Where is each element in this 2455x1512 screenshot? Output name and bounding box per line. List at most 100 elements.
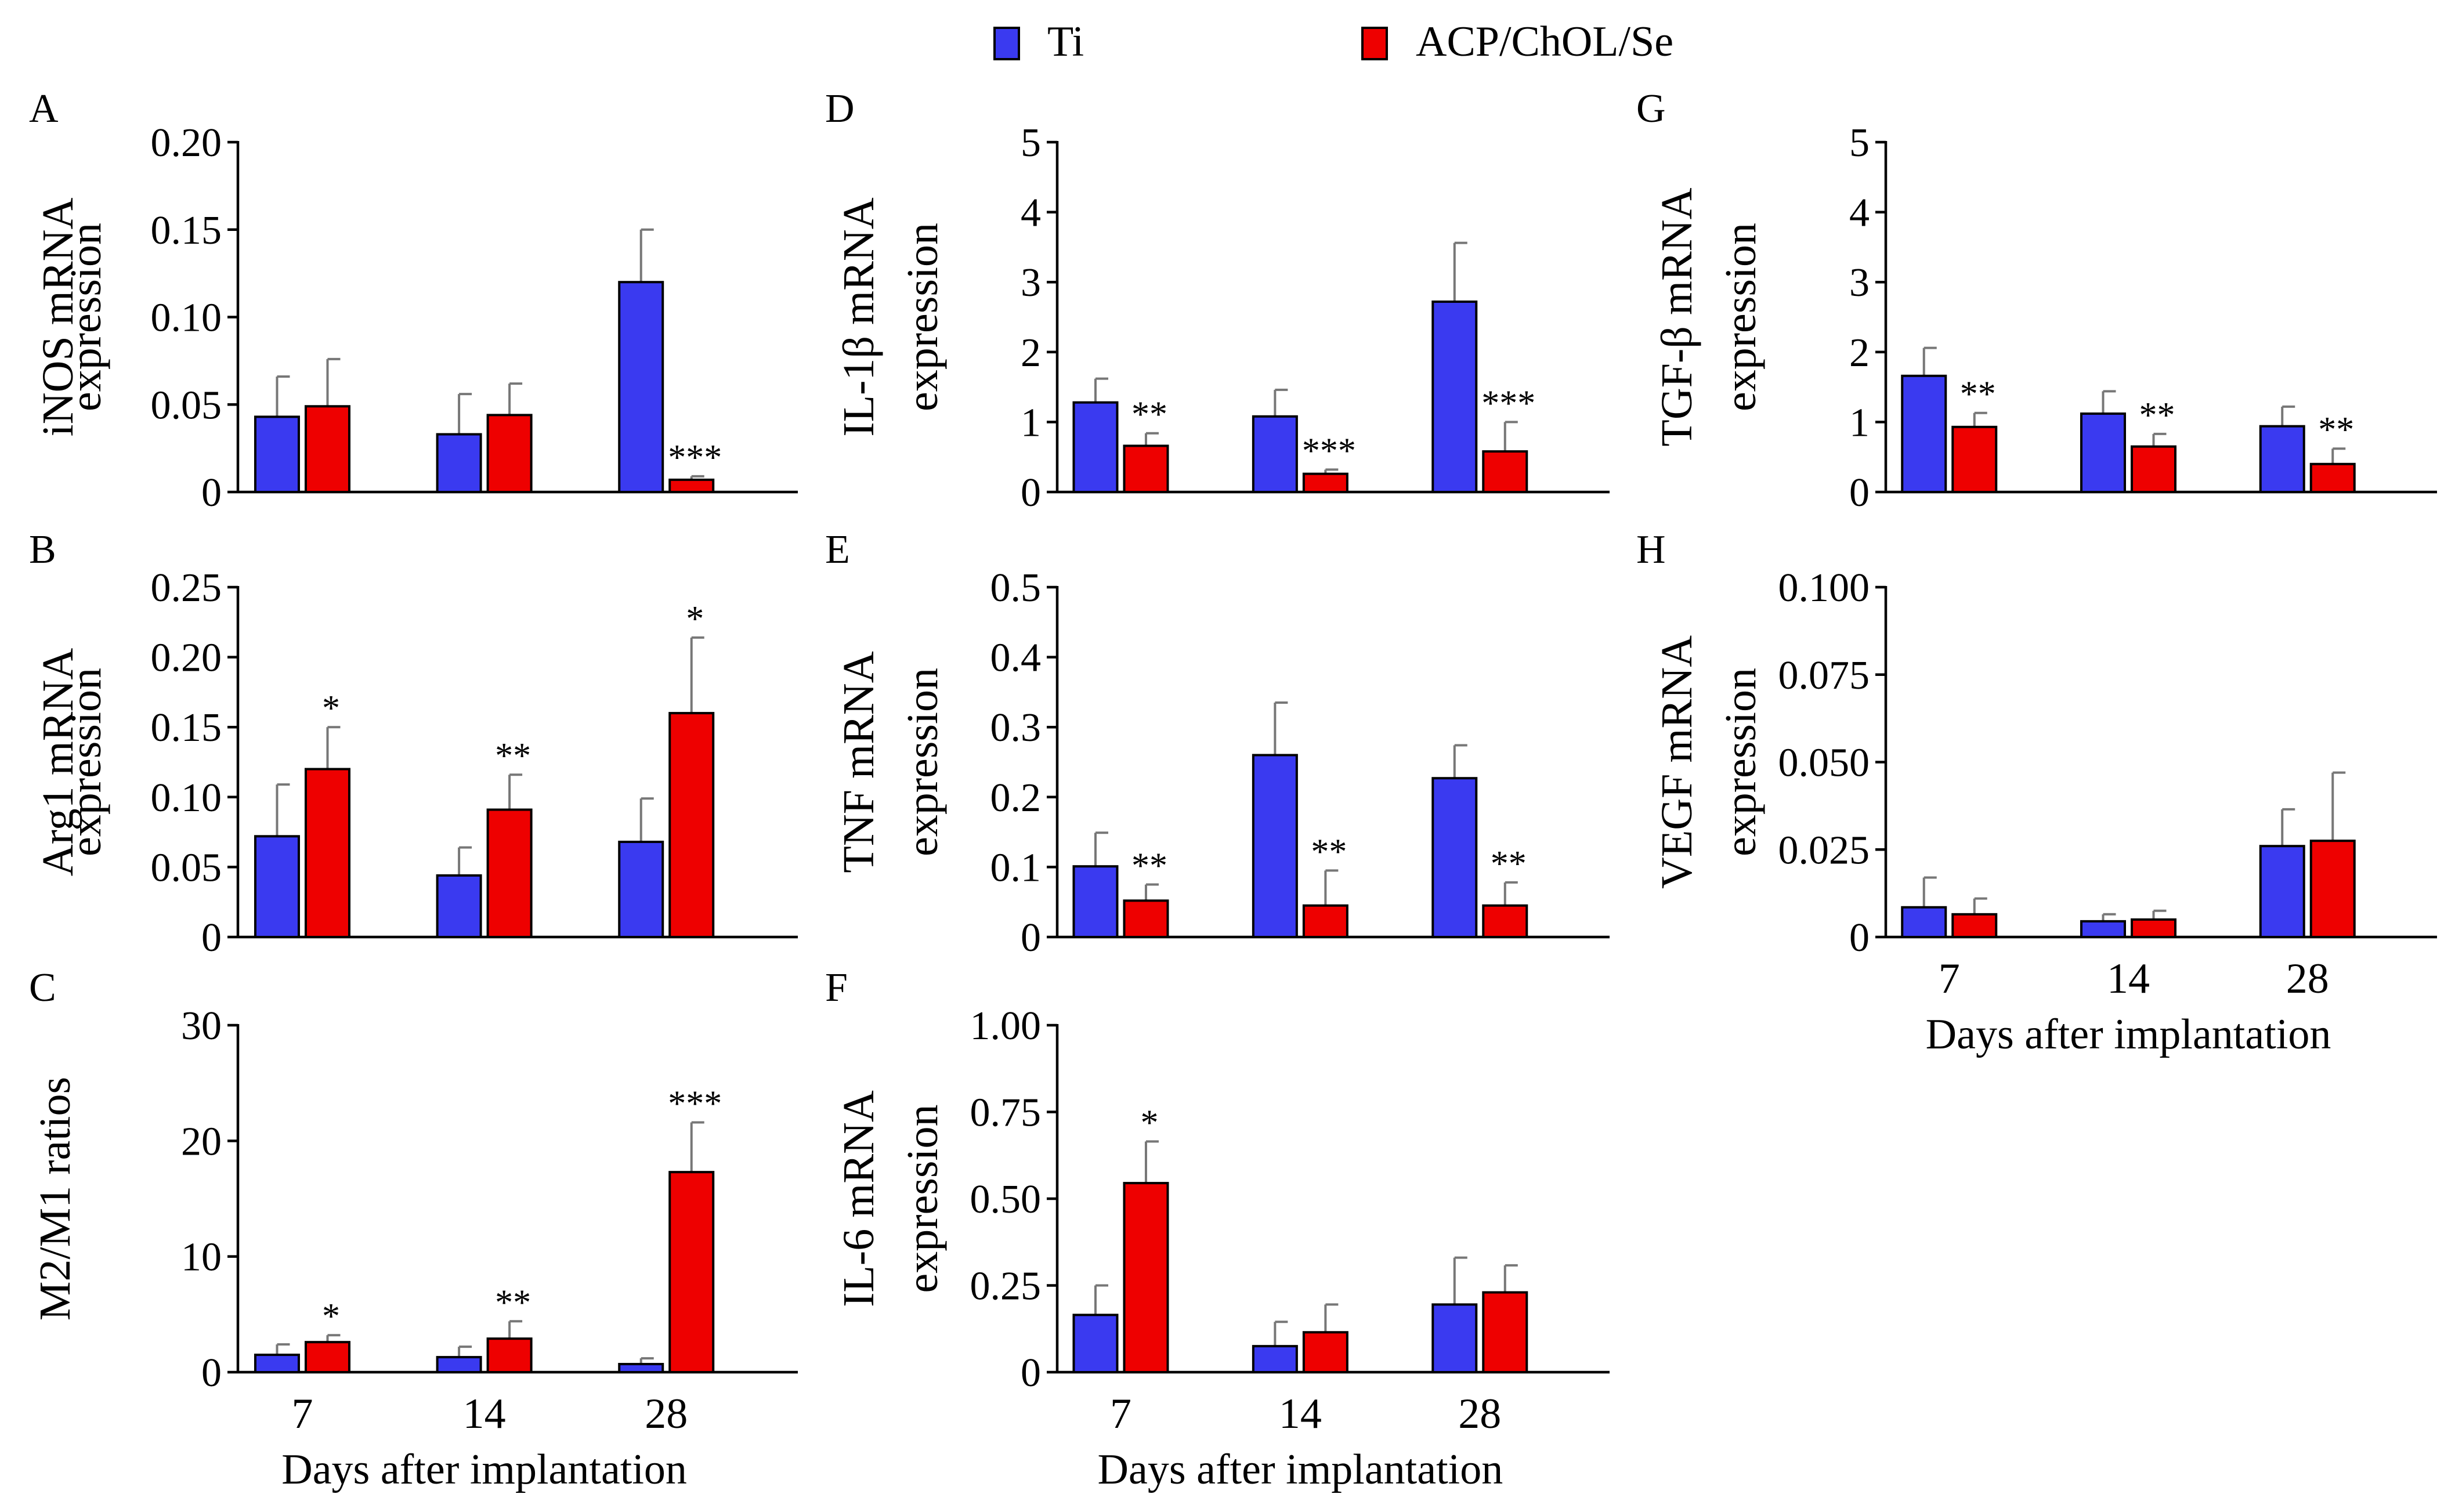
bar-f-acp-7	[1123, 1182, 1169, 1373]
panel-letter-c: C	[29, 965, 56, 1010]
significance-f-acp-7: *	[1140, 1103, 1158, 1142]
y-tick-label-f-2: 0.50	[970, 1177, 1042, 1222]
panel-letter-h: H	[1636, 527, 1666, 572]
bar-h-ti-28	[2259, 845, 2305, 938]
y-tick-label-f-4: 1.00	[970, 1004, 1042, 1048]
y-tick-label-g-3: 3	[1849, 261, 1870, 305]
bar-e-acp-7	[1123, 899, 1169, 938]
bar-h-ti-14	[2080, 920, 2126, 938]
y-tick-label-a-3: 0.15	[151, 208, 222, 253]
y-tick-label-a-4: 0.20	[151, 121, 222, 165]
significance-b-acp-7: *	[322, 689, 340, 728]
y-tick-label-f-0: 0	[1021, 1351, 1041, 1395]
y-tick-label-h-0: 0	[1849, 916, 1870, 960]
significance-g-acp-14: **	[2139, 396, 2175, 435]
bar-h-ti-7	[1901, 906, 1947, 938]
y-tick-label-c-3: 30	[181, 1004, 222, 1048]
y-axis-title-f-line1: IL-6 mRNA	[834, 1090, 883, 1307]
y-tick-label-h-1: 0.025	[1778, 828, 1870, 873]
bar-c-acp-28	[668, 1171, 715, 1373]
y-axis-title-b-line2: expression	[62, 668, 110, 856]
panel-g: G TGF-β mRNA expression 0 1 2 3 4 5 ** ** **	[1636, 86, 2437, 515]
bar-a-acp-14	[486, 414, 533, 494]
significance-a-acp-28: ***	[668, 438, 722, 478]
significance-c-acp-14: **	[495, 1283, 531, 1322]
significance-c-acp-7: *	[322, 1297, 340, 1336]
bar-f-acp-14	[1302, 1331, 1348, 1373]
y-axis-title-h-line2: expression	[1716, 668, 1765, 856]
y-axis-title-b-line1: Arg1 mRNA	[34, 648, 82, 877]
bar-e-ti-7	[1072, 865, 1119, 938]
y-tick-label-f-1: 0.25	[970, 1264, 1042, 1309]
significance-b-acp-28: *	[686, 599, 704, 639]
significance-g-acp-28: **	[2318, 410, 2354, 450]
x-tick-label-c-28: 28	[645, 1390, 688, 1438]
bar-g-acp-7	[1951, 425, 1998, 493]
y-axis-title-e-line2: expression	[898, 668, 947, 856]
x-tick-label-c-7: 7	[291, 1390, 313, 1438]
y-tick-label-e-2: 0.2	[990, 776, 1042, 820]
x-axis-title-f: Days after implantation	[1098, 1446, 1503, 1493]
y-tick-label-d-2: 2	[1021, 331, 1041, 375]
y-tick-label-h-4: 0.100	[1778, 566, 1870, 610]
legend-label-acp: ACP/ChOL/Se	[1416, 18, 1673, 66]
y-tick-label-c-1: 10	[181, 1235, 222, 1280]
bar-g-ti-14	[2080, 412, 2126, 493]
significance-d-acp-7: **	[1131, 395, 1167, 435]
x-tick-label-f-14: 14	[1279, 1390, 1322, 1438]
bar-g-ti-7	[1901, 374, 1947, 494]
y-axis-title-f-line2: expression	[898, 1104, 947, 1293]
y-axis-title-d-line1: IL-1β mRNA	[834, 197, 883, 436]
x-tick-label-f-7: 7	[1110, 1390, 1131, 1438]
y-tick-label-g-5: 5	[1849, 121, 1870, 165]
bar-f-acp-28	[1482, 1291, 1528, 1373]
panel-letter-a: A	[29, 86, 59, 131]
y-tick-label-d-3: 3	[1021, 261, 1041, 305]
y-tick-label-d-0: 0	[1021, 471, 1041, 515]
bar-d-acp-7	[1123, 444, 1169, 493]
bar-b-acp-14	[486, 808, 533, 939]
bar-f-ti-14	[1252, 1345, 1298, 1373]
bar-c-ti-14	[436, 1356, 482, 1374]
y-tick-label-g-1: 1	[1849, 400, 1870, 445]
bar-c-acp-14	[486, 1337, 533, 1374]
bar-b-acp-7	[304, 768, 350, 939]
bar-b-ti-7	[254, 835, 300, 939]
bar-e-acp-28	[1482, 904, 1528, 938]
y-tick-label-g-4: 4	[1849, 191, 1870, 236]
y-tick-label-e-4: 0.4	[990, 636, 1042, 681]
bar-c-ti-7	[254, 1354, 300, 1374]
x-tick-label-f-28: 28	[1458, 1390, 1501, 1438]
y-axis-title-h-line1: VEGF mRNA	[1653, 635, 1701, 889]
y-tick-label-c-0: 0	[201, 1351, 222, 1395]
bar-g-ti-28	[2259, 425, 2305, 493]
significance-e-acp-14: **	[1311, 832, 1347, 871]
y-tick-label-g-0: 0	[1849, 471, 1870, 515]
bar-c-ti-28	[618, 1363, 664, 1373]
bar-b-ti-14	[436, 874, 482, 938]
bar-a-acp-7	[304, 405, 350, 494]
y-tick-label-e-5: 0.5	[990, 566, 1042, 610]
y-tick-label-h-2: 0.050	[1778, 741, 1870, 786]
x-tick-label-h-28: 28	[2286, 955, 2329, 1003]
y-axis-title-c-line1: M2/M1 ratios	[31, 1077, 79, 1321]
bar-b-ti-28	[618, 840, 664, 939]
bar-b-acp-28	[668, 712, 715, 938]
y-tick-label-h-3: 0.075	[1778, 653, 1870, 698]
y-axis-title-d-line2: expression	[898, 223, 947, 411]
significance-g-acp-7: **	[1960, 375, 1996, 414]
panel-letter-e: E	[825, 527, 850, 572]
panel-letter-g: G	[1636, 86, 1666, 131]
y-tick-label-b-0: 0	[201, 916, 222, 960]
y-tick-label-d-5: 5	[1021, 121, 1041, 165]
bar-h-acp-28	[2309, 840, 2356, 939]
legend-swatch-acp	[1361, 27, 1388, 60]
y-axis-title-a-line1: iNOS mRNA	[34, 198, 82, 437]
panel-h: H VEGF mRNA expression 0 0.025 0.050 0.075 0.10…	[1636, 527, 2437, 1058]
legend: Ti ACP/ChOL/Se	[993, 18, 1673, 66]
